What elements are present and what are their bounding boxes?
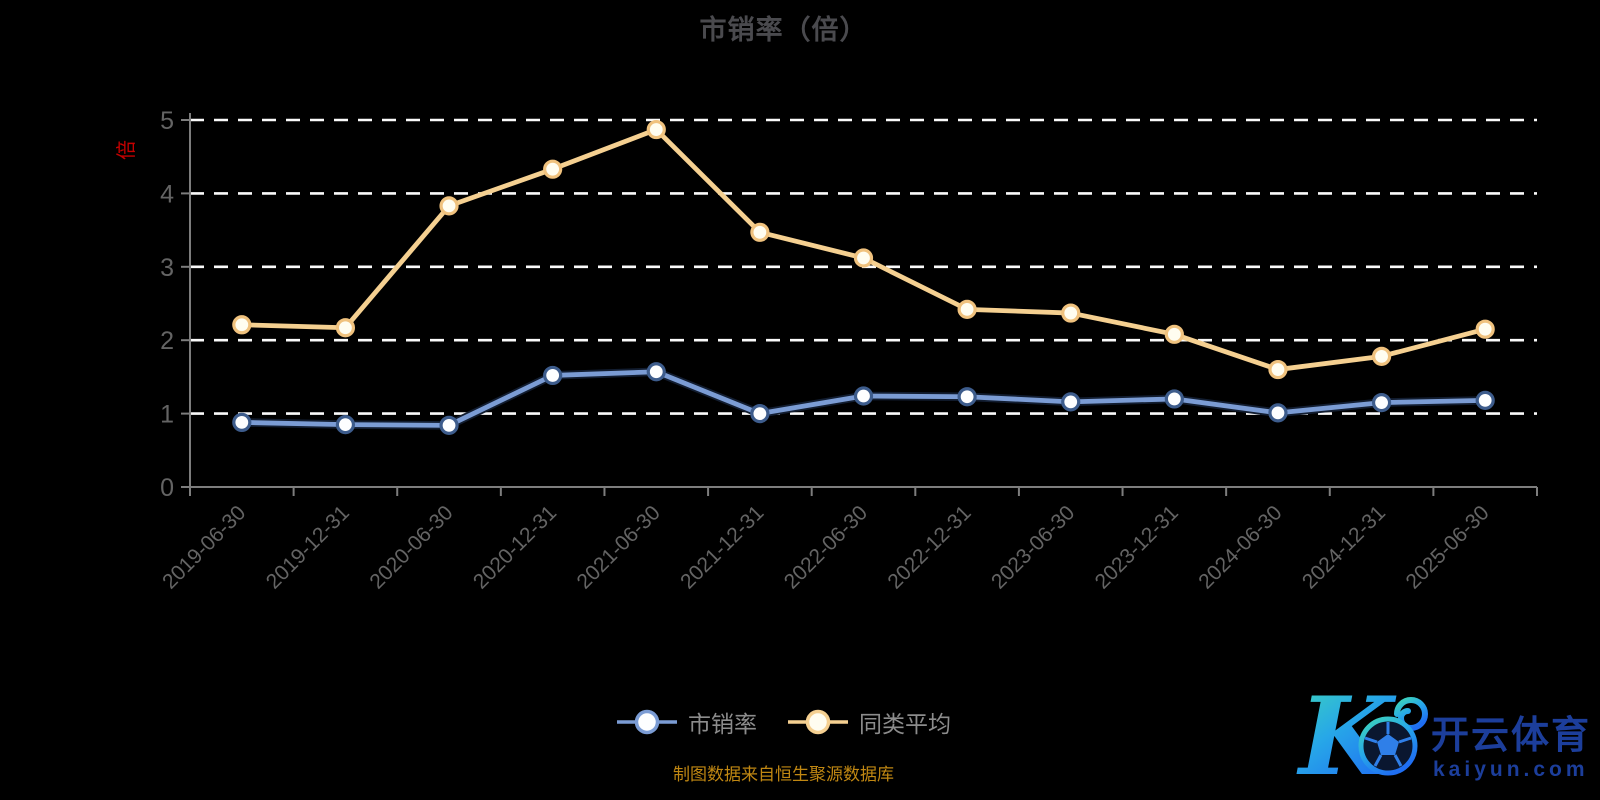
logo-k-mark: K 开云体育 kaiyun.com [1296, 674, 1591, 797]
data-point-marker[interactable] [1061, 392, 1081, 412]
data-point-marker[interactable] [335, 318, 356, 338]
y-axis-tick-label: 2 [160, 327, 174, 355]
data-point-marker[interactable] [1475, 319, 1495, 339]
data-point-marker[interactable] [750, 222, 770, 242]
data-point-marker[interactable] [1268, 359, 1288, 380]
x-axis-label: 2024-06-30 [1194, 501, 1286, 593]
ps-ratio-legend-swatch [617, 709, 677, 735]
legend-marker-sample [805, 709, 831, 735]
legend-item-peer-average[interactable]: 同类平均 [787, 705, 951, 739]
data-point-marker[interactable] [232, 412, 252, 433]
data-point-marker[interactable] [1164, 389, 1184, 409]
x-axis-label: 2021-06-30 [573, 501, 665, 593]
data-point-marker[interactable] [1061, 303, 1081, 323]
x-axis-label: 2020-12-31 [469, 501, 561, 593]
data-point-marker[interactable] [1371, 392, 1392, 413]
data-point-marker[interactable] [439, 196, 459, 216]
x-axis-label: 2019-06-30 [158, 501, 250, 593]
logo-swirl [1394, 697, 1428, 732]
data-point-marker[interactable] [1164, 324, 1184, 344]
x-axis-label: 2024-12-31 [1298, 501, 1390, 593]
data-point-marker[interactable] [1268, 403, 1288, 423]
data-point-marker[interactable] [853, 386, 874, 406]
y-axis-tick-label: 1 [160, 401, 174, 429]
data-point-marker[interactable] [543, 159, 563, 179]
soccer-ball-icon [1358, 716, 1418, 776]
x-axis-label: 2022-12-31 [883, 501, 975, 593]
data-point-marker[interactable] [750, 404, 770, 424]
y-axis-tick-label: 4 [160, 180, 174, 208]
peer-average-legend-swatch [788, 709, 848, 735]
data-point-marker[interactable] [1371, 346, 1392, 366]
data-point-marker[interactable] [646, 362, 666, 382]
legend-marker-sample [634, 709, 660, 735]
data-point-marker[interactable] [439, 415, 459, 435]
x-axis-label: 2022-06-30 [780, 501, 872, 593]
legend: 市销率 同类平均 [0, 698, 1567, 746]
legend-label-peer-average: 同类平均 [859, 711, 951, 737]
legend-item-ps-ratio[interactable]: 市销率 [616, 705, 757, 739]
kaiyun-watermark-logo: K 开云体育 kaiyun.com [1296, 674, 1591, 797]
x-axis-label: 2021-12-31 [676, 501, 768, 593]
x-axis-label: 2020-06-30 [365, 501, 457, 593]
data-point-marker[interactable] [957, 299, 977, 319]
x-axis-label: 2023-12-31 [1091, 501, 1183, 593]
logo-brand-text: 开云体育 [1431, 715, 1591, 757]
data-point-marker[interactable] [853, 248, 874, 268]
data-point-marker[interactable] [646, 119, 666, 140]
data-point-marker[interactable] [335, 415, 356, 435]
x-axis-label: 2025-06-30 [1402, 501, 1494, 593]
data-point-marker[interactable] [1475, 390, 1495, 410]
data-point-marker[interactable] [957, 387, 977, 407]
data-point-marker[interactable] [232, 315, 252, 335]
y-axis-tick-label: 5 [160, 107, 174, 135]
y-axis-tick-label: 3 [160, 254, 174, 282]
data-source-caption: 制图数据来自恒生聚源数据库 [673, 765, 894, 784]
x-axis-label: 2023-06-30 [987, 501, 1079, 593]
data-point-marker[interactable] [543, 365, 563, 386]
chart-title: 市销率（倍） [699, 15, 868, 45]
logo-domain-text: kaiyun.com [1433, 758, 1589, 781]
legend-label-ps-ratio: 市销率 [688, 711, 757, 737]
y-axis-tick-label: 0 [160, 474, 174, 502]
y-axis-name: 倍 [115, 140, 138, 160]
x-axis-label: 2019-12-31 [262, 501, 354, 593]
